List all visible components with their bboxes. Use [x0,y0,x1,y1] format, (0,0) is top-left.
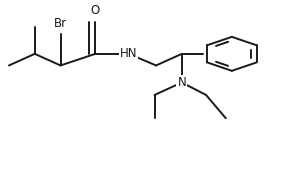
Text: HN: HN [120,47,137,60]
Text: O: O [91,4,100,17]
Text: Br: Br [54,17,67,30]
Text: N: N [177,76,186,89]
